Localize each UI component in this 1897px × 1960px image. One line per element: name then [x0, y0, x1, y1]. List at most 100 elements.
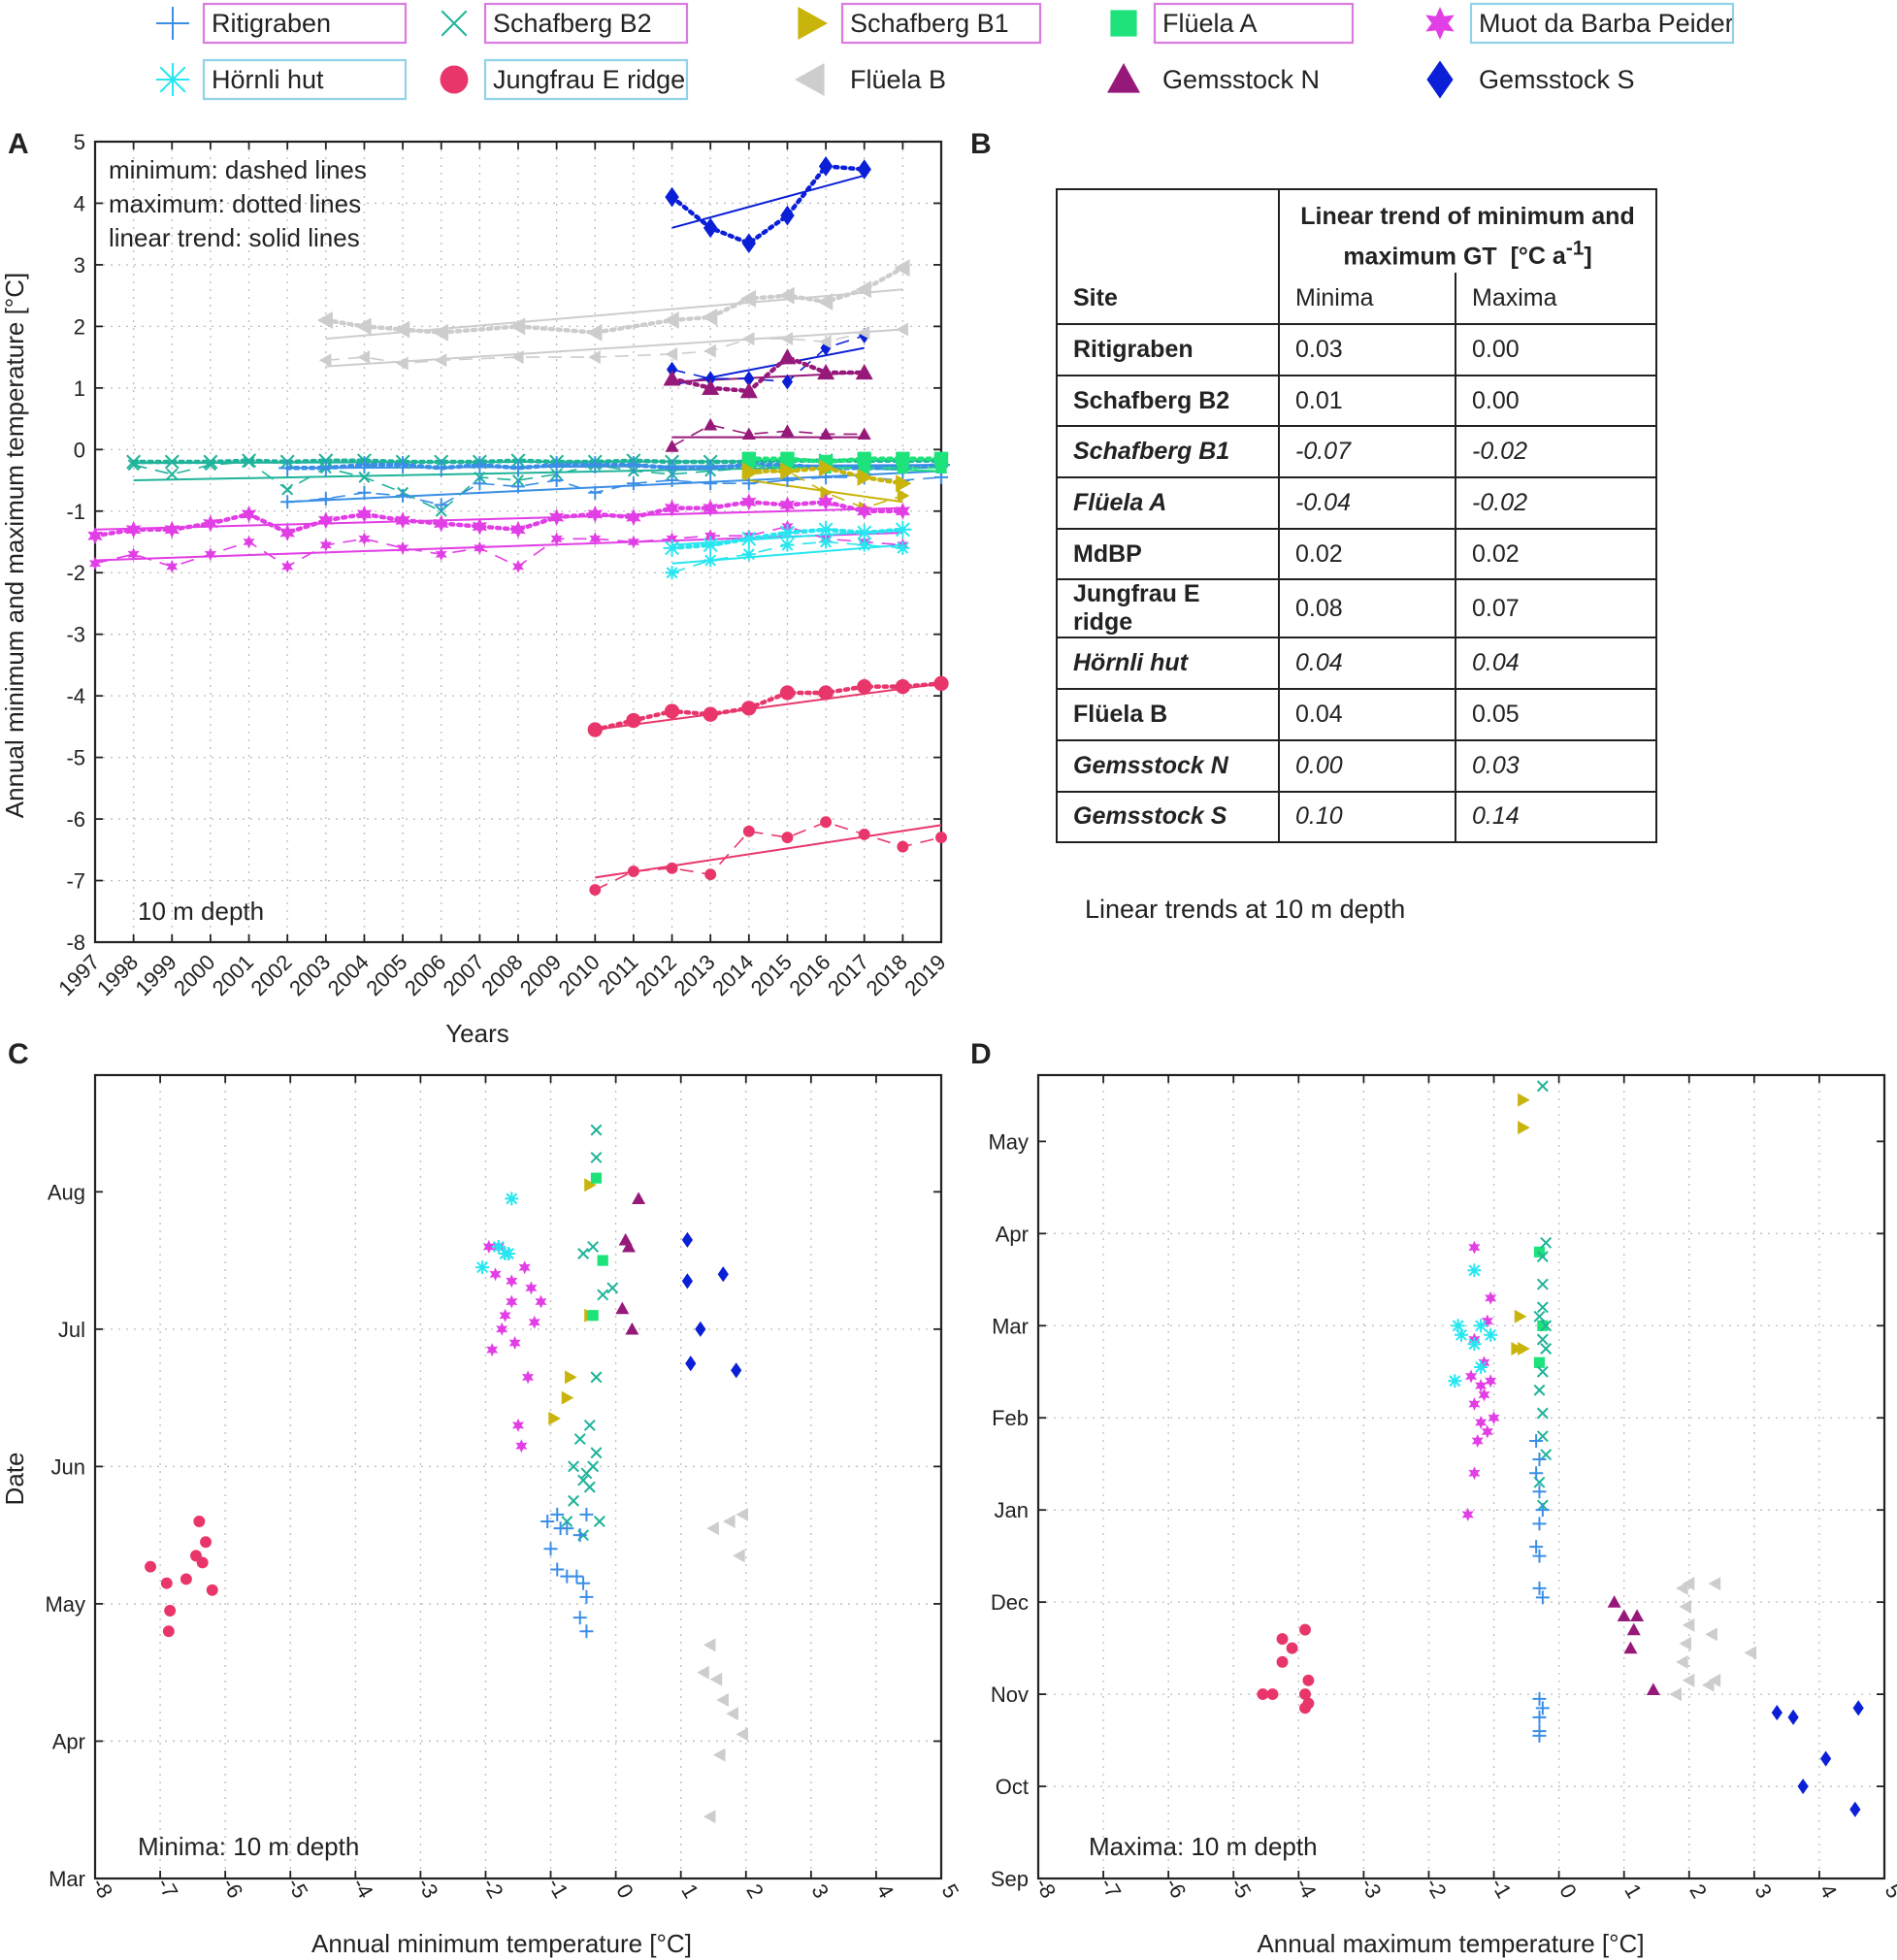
- trend-table-cell-min: -0.04: [1278, 476, 1456, 530]
- point-mdbp-min: [88, 556, 102, 571]
- legend-box-sb2: [483, 2, 689, 45]
- point-gmn-min: [703, 417, 718, 431]
- legend-marker-hoe-icon: [156, 63, 189, 96]
- trend-table-row: Flüela A -0.04 -0.02: [1056, 476, 1657, 530]
- plot-background: [95, 1075, 941, 1878]
- point-flb-max: [355, 317, 372, 336]
- y-tick-label: Jul: [58, 1318, 85, 1342]
- point-gms: [695, 1321, 706, 1337]
- x-tick-label: 2012: [631, 950, 681, 1000]
- point-gmn: [1646, 1682, 1660, 1695]
- plot-background: [95, 142, 941, 942]
- point-mdbp: [1468, 1397, 1481, 1411]
- legend-marker-sb1-icon: [798, 7, 828, 40]
- point-gmn-min: [819, 427, 834, 441]
- legend-label-fla: Flüela A: [1162, 9, 1258, 38]
- point-rit: [1532, 1517, 1547, 1531]
- point-mdbp-max: [433, 514, 449, 533]
- point-gmn-max: [855, 363, 873, 380]
- x-tick-label: 2003: [284, 950, 335, 1000]
- point-sb2: [583, 1481, 596, 1493]
- point-hoe-min: [780, 538, 795, 552]
- legend-entry-fla: Flüela A: [1110, 2, 1355, 45]
- point-mdbp: [1468, 1240, 1481, 1255]
- point-flb: [1708, 1673, 1721, 1687]
- x-tick-label: 2002: [245, 950, 296, 1000]
- panel-d-chart: -8 -7 -6 -5 -4 -3 -2 -1 0 1 2 3 4 5SepOctNovDecJanFeb…: [988, 1073, 1897, 1903]
- trend-table-cell-min: 0.08: [1278, 578, 1456, 639]
- trend-table-cell-site: Jungfrau E ridge: [1056, 578, 1280, 639]
- trend-table-row: Gemsstock N 0.00 0.03: [1056, 738, 1657, 793]
- x-tick-label: 5: [937, 1879, 965, 1902]
- point-flb-max: [509, 317, 526, 336]
- point-jun: [180, 1573, 192, 1585]
- y-tick-label: 3: [74, 253, 85, 278]
- point-sb2: [590, 1151, 603, 1163]
- point-mdbp-max: [279, 524, 295, 541]
- legend-entry-sb1: Schafberg B1: [798, 2, 1042, 45]
- point-sb2: [561, 1516, 573, 1527]
- y-tick-label: Apr: [52, 1729, 85, 1753]
- point-mdbp-min: [589, 532, 602, 546]
- point-mdbp-max: [510, 520, 526, 539]
- point-flb: [703, 1638, 716, 1652]
- point-fla-min: [935, 462, 947, 474]
- point-gmn: [625, 1322, 639, 1335]
- point-mdbp: [482, 1239, 495, 1254]
- legend-label-jun: Jungfrau E ridge: [493, 65, 685, 94]
- point-gmn: [615, 1301, 630, 1315]
- point-hoe: [1451, 1319, 1465, 1333]
- point-jun-min: [627, 866, 639, 877]
- point-sb1: [565, 1370, 577, 1385]
- point-sb1-min: [897, 488, 910, 503]
- trend-table-col-max: Maxima: [1455, 273, 1657, 326]
- point-mdbp-min: [281, 559, 294, 573]
- x-tick-label: 3: [1750, 1879, 1777, 1902]
- trend-table-cell-min: 0.01: [1278, 374, 1456, 428]
- point-rit: [543, 1542, 558, 1556]
- point-hoe-max: [855, 523, 873, 541]
- legend-marker-sb2-icon: [441, 10, 468, 37]
- series-line-sb1-min: [748, 470, 903, 509]
- point-jun: [196, 1556, 209, 1569]
- point-gmn-max: [702, 378, 720, 396]
- trend-table-cell-site: Schafberg B1: [1056, 425, 1280, 479]
- point-gms: [1797, 1778, 1809, 1795]
- point-flb-max: [702, 308, 718, 326]
- x-tick-label: 2000: [169, 950, 219, 1000]
- x-tick-label: 5: [1881, 1879, 1897, 1902]
- point-jun-max: [587, 722, 603, 737]
- point-flb-min: [703, 343, 716, 358]
- point-sb2: [1533, 1384, 1546, 1396]
- trend-table-cell-max: 0.05: [1455, 688, 1657, 741]
- point-hoe: [1467, 1263, 1482, 1278]
- x-tick-label: 4: [871, 1879, 899, 1902]
- point-rit: [576, 1576, 591, 1590]
- point-mdbp-max: [664, 499, 680, 517]
- trend-line-jun-max: [595, 682, 942, 732]
- point-sb2: [606, 1282, 619, 1294]
- y-tick-label: 5: [74, 130, 85, 154]
- point-hoe-max: [702, 536, 720, 554]
- y-tick-label: 1: [74, 376, 85, 401]
- point-fla: [587, 1310, 599, 1322]
- point-rit-max: [471, 456, 489, 474]
- trend-table-cell-min: 0.04: [1278, 637, 1456, 691]
- point-flb-max: [778, 286, 795, 305]
- point-rit-max: [702, 459, 720, 477]
- trend-table-cell-min: -0.07: [1278, 425, 1456, 479]
- point-sb2: [1536, 1080, 1549, 1093]
- trend-table-cell-max: 0.02: [1455, 527, 1657, 581]
- point-flb: [736, 1727, 749, 1742]
- point-gms-min: [704, 371, 716, 387]
- point-hoe-min: [819, 535, 834, 549]
- point-jun-max: [933, 675, 949, 692]
- point-jun-min: [666, 862, 678, 874]
- point-mdbp: [525, 1281, 538, 1295]
- y-tick-label: Jan: [995, 1498, 1029, 1522]
- point-rit: [1532, 1452, 1547, 1466]
- panel-c-letter: C: [8, 1038, 29, 1070]
- point-flb-min: [896, 322, 908, 337]
- trend-table-cell-site: Gemsstock S: [1056, 790, 1280, 844]
